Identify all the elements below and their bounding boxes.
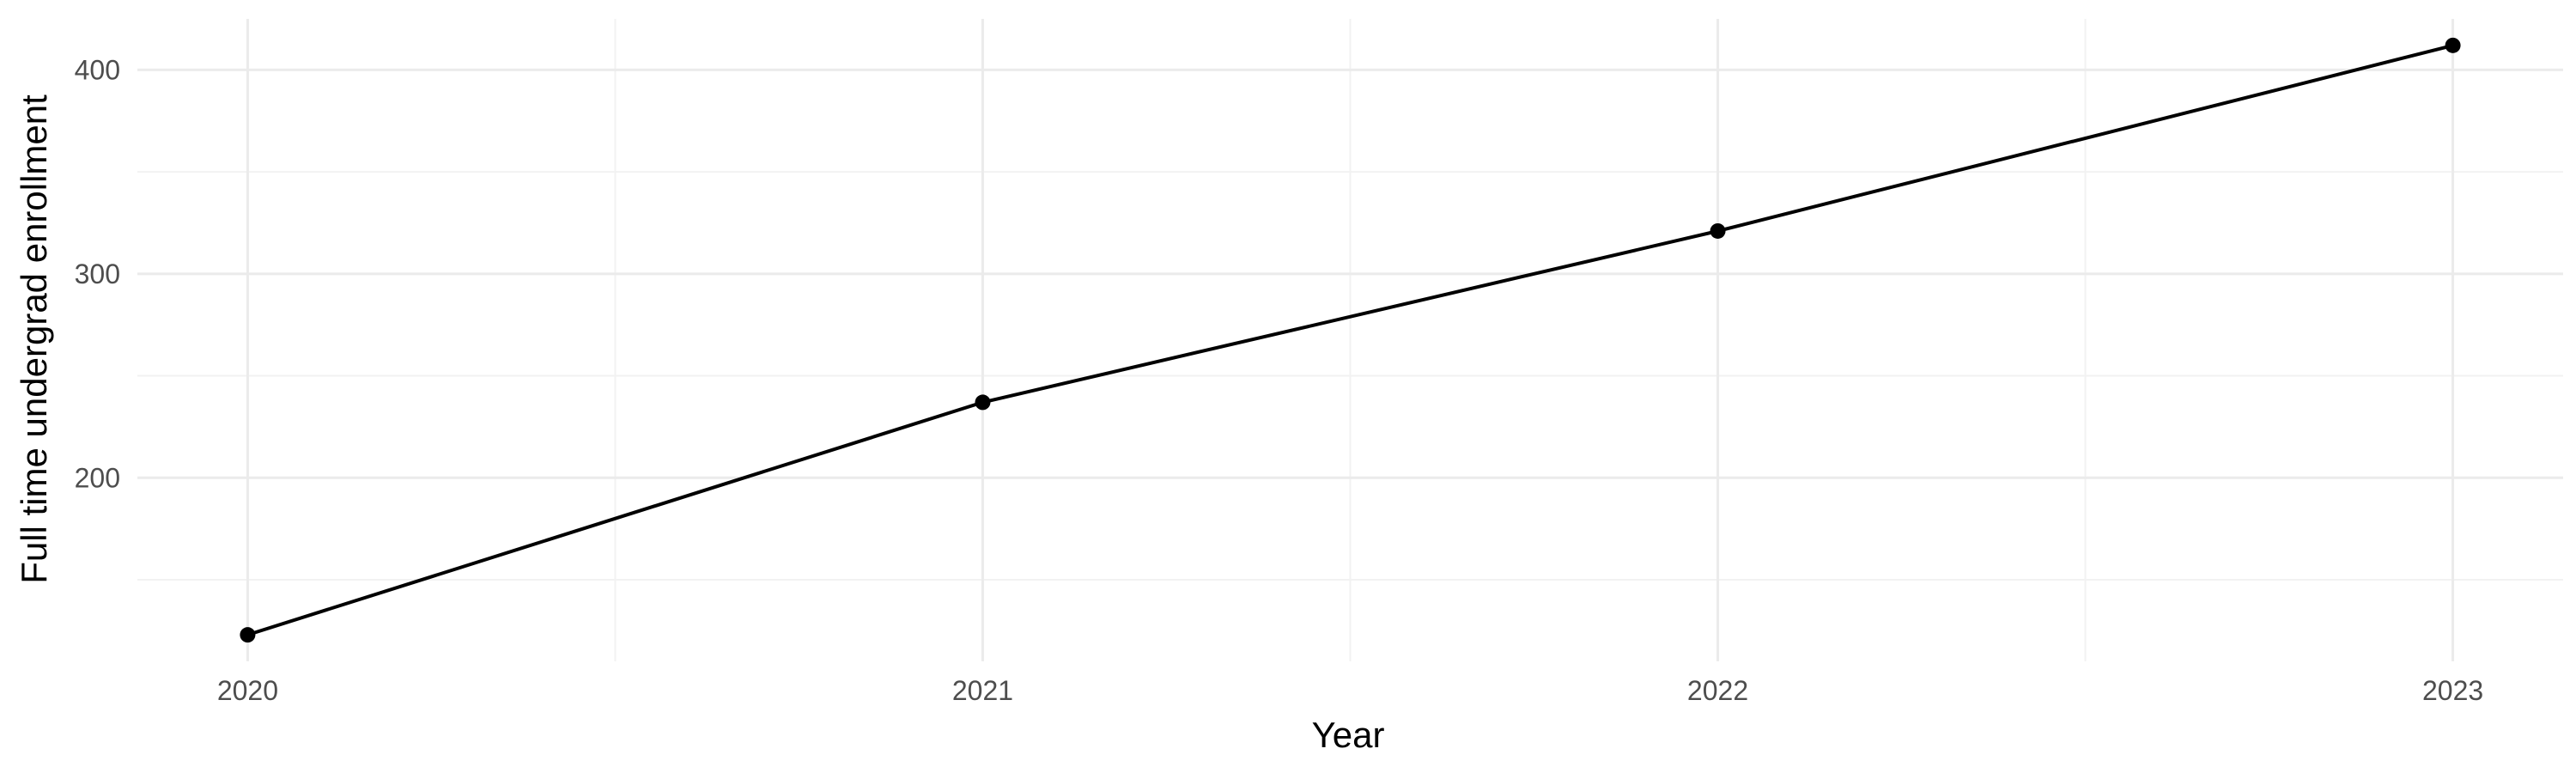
data-point [240,627,256,643]
minor-gridlines [137,19,2563,661]
series-line [246,43,2455,637]
x-tick-label: 2023 [2422,675,2483,706]
x-axis-title: Year [1312,715,1385,755]
x-tick-label: 2020 [217,675,278,706]
y-tick-label: 400 [75,54,120,85]
x-tick-label: 2021 [952,675,1013,706]
data-point [2445,37,2461,53]
x-tick-label: 2022 [1687,675,1748,706]
data-point [975,394,991,411]
data-point [1710,222,1726,239]
y-axis-title: Full time undergrad enrollment [14,94,54,584]
y-axis-ticks: 200 300 400 [75,54,120,493]
series-layer [240,37,2461,643]
y-tick-label: 200 [75,462,120,493]
major-gridlines [137,19,2563,661]
x-axis-ticks: 2020 2021 2022 2023 [217,675,2483,706]
y-tick-label: 300 [75,259,120,289]
